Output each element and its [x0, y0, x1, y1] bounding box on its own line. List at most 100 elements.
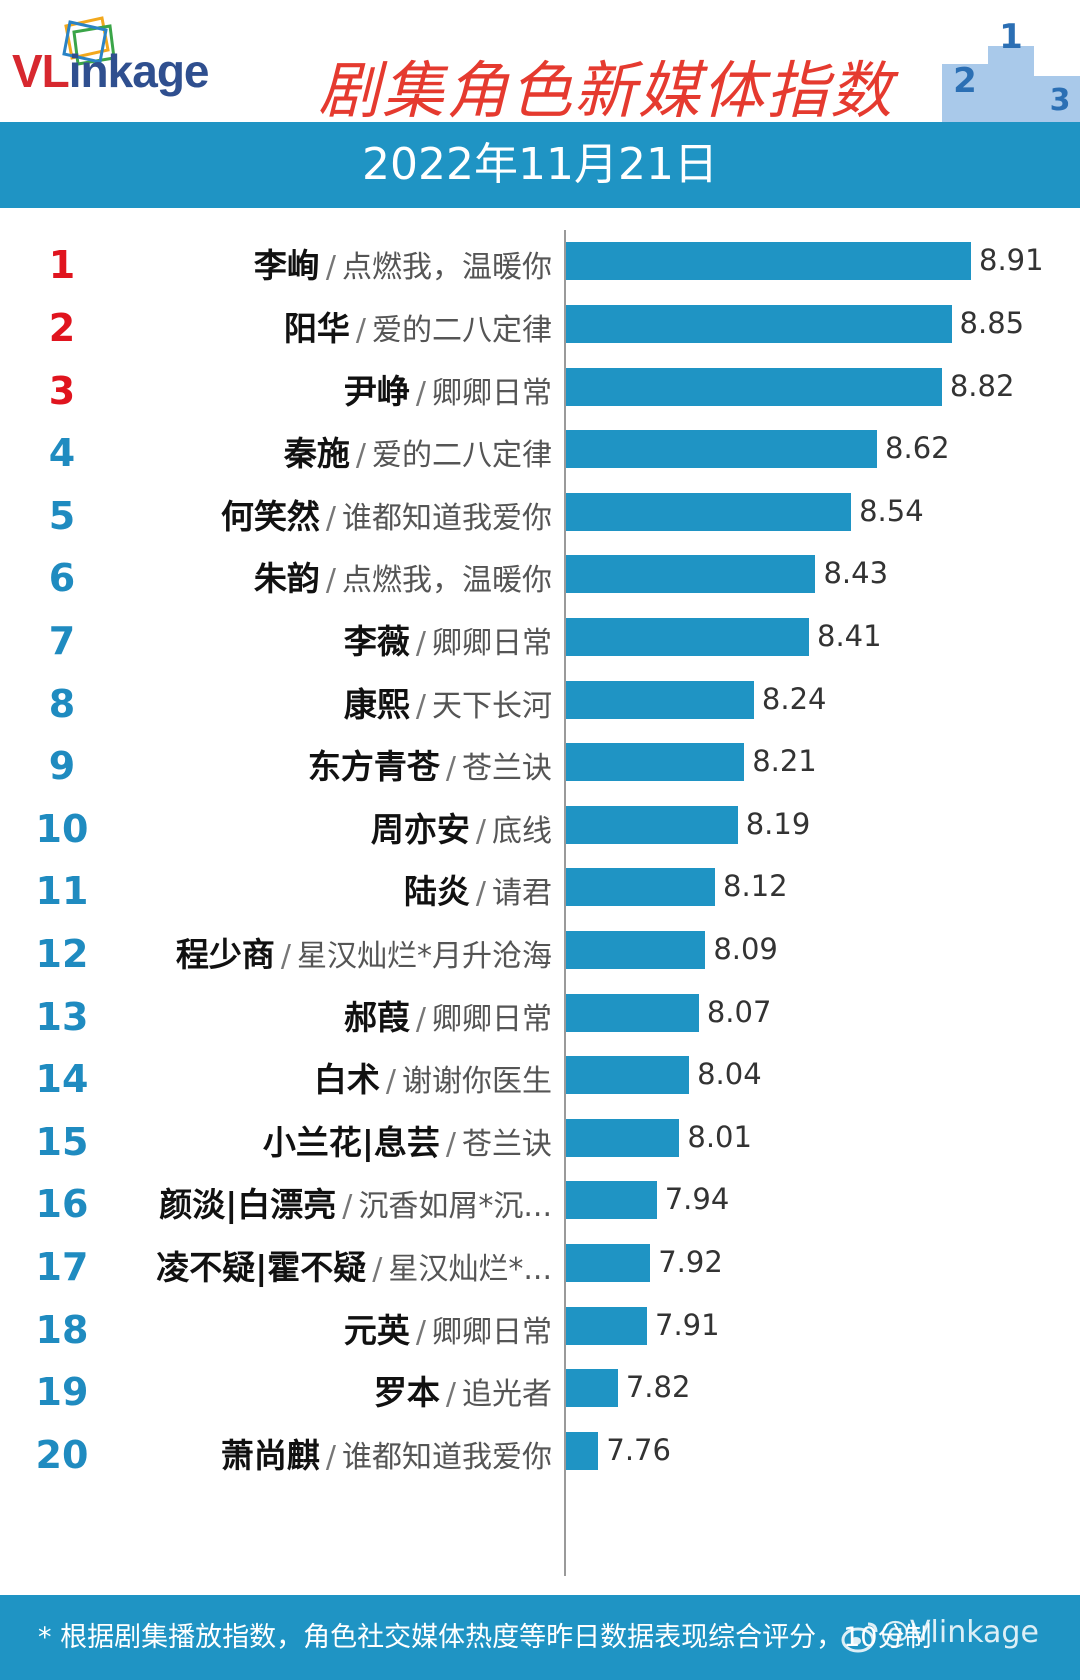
rank-number: 20 [35, 1432, 89, 1477]
rank-number: 8 [48, 681, 76, 726]
drama-title: 追光者 [462, 1377, 552, 1413]
drama-title: 星汉灿烂*月升沧海 [297, 938, 552, 974]
label-separator: / [445, 1377, 456, 1413]
row-label: 秦施 / 爱的二八定律 [284, 427, 552, 475]
row-label: 李峋 / 点燃我，温暖你 [254, 239, 552, 287]
character-name: 颜淡|白漂亮 [159, 1185, 337, 1225]
drama-title: 点燃我，温暖你 [342, 250, 552, 286]
bar [566, 743, 745, 782]
watermark: @Vlinkage [880, 1615, 1039, 1650]
bar-value-label: 8.54 [859, 493, 924, 528]
logo-text-vl: VL [12, 45, 70, 97]
bar [566, 617, 809, 656]
label-separator: / [372, 1251, 383, 1287]
bar [566, 1118, 680, 1157]
bar-value-label: 8.41 [817, 618, 882, 653]
bar [566, 1431, 599, 1470]
label-separator: / [445, 1126, 456, 1162]
character-name: 程少商 [175, 934, 275, 974]
label-separator: / [280, 938, 291, 974]
row-label: 萧尚麒 / 谁都知道我爱你 [221, 1429, 552, 1477]
row-label: 尹峥 / 卿卿日常 [344, 365, 552, 413]
row-label: 罗本 / 追光者 [374, 1366, 552, 1414]
bar [566, 242, 971, 281]
character-name: 萧尚麒 [220, 1435, 320, 1475]
drama-title: 请君 [492, 876, 552, 912]
bar [566, 1181, 657, 1220]
character-name: 凌不疑|霍不疑 [156, 1247, 367, 1287]
drama-title: 卿卿日常 [432, 625, 552, 661]
row-label: 阳华 / 爱的二八定律 [284, 302, 552, 350]
bar-value-label: 8.91 [979, 243, 1044, 278]
bar-value-label: 8.21 [752, 744, 817, 779]
date-label: 2022年11月21日 [362, 139, 718, 190]
row-label: 白术 / 谢谢你医生 [314, 1053, 552, 1101]
bar [566, 805, 738, 844]
bar [566, 1056, 690, 1095]
header: VLinkage 剧集角色新媒体指数 2 1 3 [0, 0, 1080, 127]
drama-title: 苍兰诀 [462, 751, 552, 787]
rank-number: 10 [35, 806, 89, 851]
bar [566, 993, 699, 1032]
rank-number: 14 [35, 1057, 89, 1102]
row-label: 周亦安 / 底线 [371, 803, 552, 851]
bar-value-label: 8.04 [697, 1057, 762, 1092]
rank-number: 13 [35, 994, 89, 1039]
bar-value-label: 8.85 [959, 305, 1025, 340]
drama-title: 爱的二八定律 [372, 312, 552, 348]
bar [566, 555, 816, 594]
bar [566, 1243, 651, 1282]
character-name: 何笑然 [220, 496, 320, 536]
drama-title: 点燃我，温暖你 [342, 563, 552, 599]
logo-text-rest: inkage [68, 45, 210, 97]
bar-value-label: 7.91 [655, 1307, 720, 1342]
bar-value-label: 8.43 [823, 556, 889, 591]
rank-number: 3 [48, 368, 76, 413]
row-label: 东方青苍 / 苍兰诀 [308, 740, 552, 788]
rank-number: 6 [48, 556, 76, 601]
bar [566, 680, 754, 719]
bar-value-label: 8.12 [723, 869, 788, 904]
bar [566, 304, 952, 343]
character-name: 罗本 [373, 1373, 440, 1413]
character-name: 秦施 [283, 434, 350, 474]
label-separator: / [415, 688, 426, 724]
row-label: 凌不疑|霍不疑 / 星汉灿烂*... [156, 1241, 552, 1289]
row-label: 何笑然 / 谁都知道我爱你 [221, 490, 552, 538]
bar-value-label: 7.82 [625, 1370, 691, 1405]
date-band: 2022年11月21日 [0, 122, 1080, 208]
bar-value-label: 8.24 [761, 681, 827, 716]
character-name: 元英 [343, 1310, 410, 1350]
character-name: 李峋 [253, 246, 320, 286]
row-label: 陆炎 / 请君 [404, 865, 552, 913]
footnote: * 根据剧集播放指数，角色社交媒体热度等昨日数据表现综合评分，10分制 [38, 1622, 932, 1653]
podium-digit-3: 3 [1050, 83, 1071, 118]
logo-text: VLinkage [12, 44, 210, 98]
drama-title: 卿卿日常 [432, 1001, 552, 1037]
label-separator: / [325, 500, 336, 536]
rank-number: 7 [48, 618, 76, 663]
drama-title: 沉香如屑*沉... [358, 1189, 552, 1225]
podium-digit-2: 2 [953, 61, 977, 101]
rank-number: 4 [48, 431, 76, 476]
drama-title: 天下长河 [432, 688, 552, 724]
label-separator: / [415, 1314, 426, 1350]
label-separator: / [475, 813, 486, 849]
row-label: 李薇 / 卿卿日常 [344, 615, 552, 663]
bar [566, 430, 878, 469]
page-title: 剧集角色新媒体指数 [318, 54, 895, 127]
character-name: 东方青苍 [307, 747, 440, 787]
character-name: 周亦安 [370, 809, 470, 849]
ranking-chart: 1 李峋 / 点燃我，温暖你 8.91 2 阳华 / 爱的二八定律 8.85 3 尹峥 / 卿卿日常 8.8… [0, 208, 1080, 1593]
row-label: 郝葭 / 卿卿日常 [344, 991, 552, 1039]
row-label: 康熙 / 天下长河 [344, 678, 552, 726]
bar-value-label: 7.92 [658, 1244, 723, 1279]
bar-value-label: 8.07 [706, 994, 772, 1029]
character-name: 尹峥 [343, 371, 410, 411]
rank-number: 17 [35, 1244, 89, 1289]
label-separator: / [325, 563, 336, 599]
bar [566, 930, 706, 969]
bar-value-label: 7.76 [606, 1432, 671, 1467]
logo-icon [62, 16, 116, 66]
label-separator: / [355, 438, 366, 474]
